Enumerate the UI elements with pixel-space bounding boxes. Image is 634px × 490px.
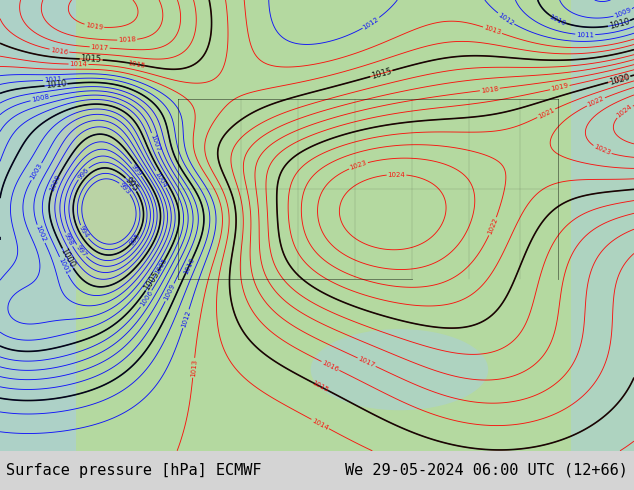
Text: 995: 995 [123, 175, 140, 193]
Text: 1018: 1018 [481, 85, 499, 94]
Text: 1011: 1011 [44, 76, 62, 83]
Text: Surface pressure [hPa] ECMWF: Surface pressure [hPa] ECMWF [6, 463, 262, 478]
Text: 1014: 1014 [70, 61, 87, 68]
Text: 1010: 1010 [608, 17, 630, 31]
Text: 1019: 1019 [85, 22, 103, 31]
Text: 1022: 1022 [586, 95, 605, 108]
Text: 1022: 1022 [487, 217, 499, 236]
Text: 999: 999 [130, 163, 143, 177]
Text: 1006: 1006 [139, 290, 154, 308]
Text: 1010: 1010 [548, 13, 567, 26]
Ellipse shape [51, 88, 178, 291]
Text: 1012: 1012 [181, 309, 191, 328]
Text: 1020: 1020 [612, 74, 631, 84]
Text: 1019: 1019 [550, 83, 569, 93]
Text: 1023: 1023 [593, 144, 612, 157]
Text: 1012: 1012 [362, 16, 380, 30]
Text: 1001: 1001 [57, 257, 70, 275]
Text: 1020: 1020 [608, 72, 630, 86]
Text: 1015: 1015 [311, 380, 330, 393]
Text: 995: 995 [128, 232, 141, 246]
Text: 1005: 1005 [154, 257, 168, 275]
Text: 1004: 1004 [154, 170, 168, 188]
Text: 993: 993 [119, 181, 132, 195]
Text: 994: 994 [78, 225, 90, 239]
Text: 1021: 1021 [537, 107, 555, 120]
Text: 1013: 1013 [190, 359, 198, 377]
Text: 1010: 1010 [183, 257, 195, 275]
Text: 1017: 1017 [357, 356, 376, 368]
Text: 997: 997 [75, 244, 87, 258]
Text: 1003: 1003 [29, 162, 44, 181]
Text: 1010: 1010 [45, 79, 67, 90]
Text: 1013: 1013 [483, 24, 502, 36]
Bar [0, 0, 76, 451]
Bar [571, 0, 634, 451]
Text: 998: 998 [63, 232, 75, 247]
Text: 1009: 1009 [614, 7, 633, 19]
Text: 1015: 1015 [81, 54, 102, 64]
Text: 1008: 1008 [31, 94, 49, 103]
Text: 1012: 1012 [497, 11, 515, 26]
Text: 1000: 1000 [49, 174, 61, 193]
Text: 1007: 1007 [149, 133, 160, 152]
Text: 1000: 1000 [58, 247, 77, 270]
Text: 1024: 1024 [616, 103, 633, 119]
Text: 1016: 1016 [50, 47, 68, 55]
Text: 1018: 1018 [118, 37, 136, 44]
Text: 1002: 1002 [35, 224, 47, 243]
Text: 1024: 1024 [387, 172, 405, 177]
Ellipse shape [311, 329, 488, 410]
Text: 1005: 1005 [143, 270, 162, 293]
Text: 1009: 1009 [163, 283, 176, 302]
Text: 1015: 1015 [127, 60, 145, 69]
Text: 1015: 1015 [370, 67, 392, 81]
Text: 1023: 1023 [349, 160, 368, 171]
Text: We 29-05-2024 06:00 UTC (12+66): We 29-05-2024 06:00 UTC (12+66) [345, 463, 628, 478]
Text: 1017: 1017 [91, 44, 109, 51]
Text: 1011: 1011 [576, 31, 594, 38]
Text: 1016: 1016 [321, 359, 340, 372]
Text: 996: 996 [77, 167, 90, 180]
Text: 1014: 1014 [311, 417, 330, 431]
